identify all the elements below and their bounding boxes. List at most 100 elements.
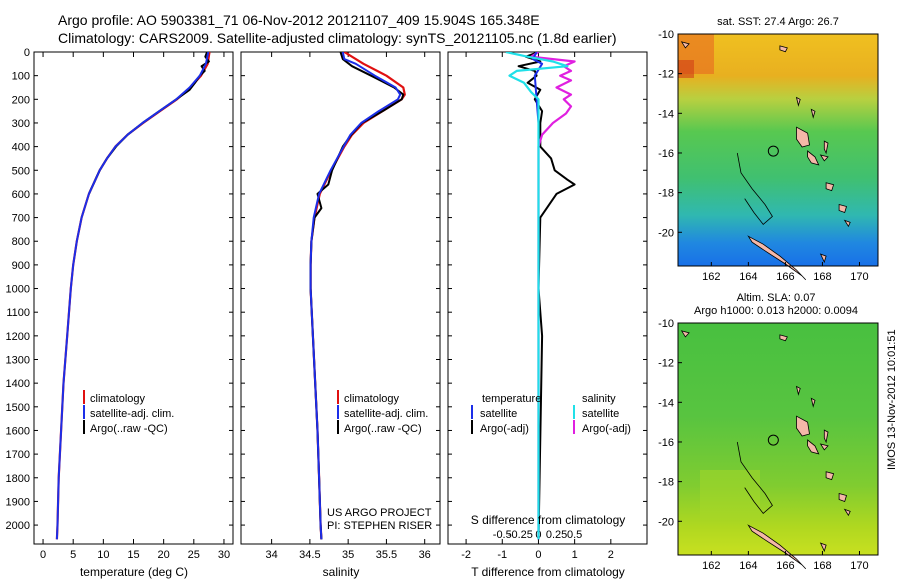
temperature-panel: 0100200300400500600700800900100011001200…	[6, 47, 234, 579]
sla-patch	[700, 470, 760, 520]
project-annotation: US ARGO PROJECT	[327, 507, 432, 519]
x-tick-label: 1	[572, 549, 578, 561]
lat-tick-label: -10	[658, 318, 674, 330]
lat-tick-label: -18	[658, 188, 674, 200]
series-s-argo-adj	[530, 52, 576, 540]
y-tick-label: 1200	[6, 331, 30, 343]
difference-panel: -2 -1 0 1 2-0.5-0.25 0 0.25 0.5 T difference fr…	[447, 51, 648, 579]
lon-tick-label: 162	[702, 271, 720, 283]
y-tick-label: 200	[12, 94, 30, 106]
island-torres	[795, 96, 801, 107]
lat-tick-label: -12	[658, 358, 674, 370]
series-t-argo-adj	[517, 52, 576, 540]
sst-map-axes: 162 164 166 168 170 -10 -12 -14 -16 -18 -20	[658, 29, 869, 283]
island-pentecost	[823, 140, 829, 155]
series-s-satellite	[505, 52, 569, 540]
y-tick-label: 500	[12, 165, 30, 177]
y-tick-label: 1000	[6, 284, 30, 296]
island-banks	[810, 108, 816, 119]
lat-tick-label: -16	[658, 148, 674, 160]
temperature-x-axis: 0 5 10 15 20 25 30	[40, 52, 230, 561]
lon-tick-label: 164	[739, 560, 757, 572]
island-torres	[795, 385, 801, 396]
s-tick-label: 0.5	[567, 529, 582, 541]
lat-tick-label: -16	[658, 437, 674, 449]
legend-argo: Argo(..raw -QC)	[90, 423, 168, 435]
x-tick-label: 36	[419, 549, 431, 561]
temperature-lines	[55, 52, 211, 540]
y-tick-label: 100	[12, 71, 30, 83]
s-tick-label: 0.25	[546, 529, 567, 541]
temperature-legend: climatology satellite-adj. clim. Argo(..…	[83, 390, 174, 435]
x-tick-label: -2	[461, 549, 471, 561]
y-tick-label: 1600	[6, 425, 30, 437]
lon-tick-label: 166	[776, 271, 794, 283]
x-tick-label: 35	[342, 549, 354, 561]
salinity-y-ticks	[241, 51, 440, 526]
island-banks	[810, 397, 816, 408]
island-santa-cruz	[779, 45, 788, 53]
lat-tick-label: -20	[658, 227, 674, 239]
salinity-frame	[240, 51, 441, 545]
island-erromango	[838, 203, 848, 214]
lat-tick-label: -10	[658, 29, 674, 41]
island-malekula	[807, 150, 820, 166]
y-tick-label: 1700	[6, 449, 30, 461]
lon-tick-label: 162	[702, 560, 720, 572]
sst-map-title: sat. SST: 27.4 Argo: 26.7	[717, 16, 839, 28]
salinity-lines	[309, 52, 406, 540]
y-tick-label: 1400	[6, 378, 30, 390]
figure-title-line2: Climatology: CARS2009. Satellite-adjuste…	[58, 30, 617, 46]
legend-climatology: climatology	[90, 393, 146, 405]
sla-map-title: Altim. SLA: 0.07	[737, 292, 816, 304]
salinity-panel: 34 34.5 35 35.5 36 salinity climatology sate…	[240, 51, 441, 579]
sst-map-frame	[677, 33, 879, 267]
sla-map-panel: Altim. SLA: 0.07 Argo h1000: 0.013 h2000…	[658, 292, 879, 572]
lon-tick-label: 170	[850, 560, 868, 572]
x-tick-label: 25	[188, 549, 200, 561]
lon-tick-label: 166	[776, 560, 794, 572]
lon-tick-label: 168	[813, 560, 831, 572]
pi-annotation: PI: STEPHEN RISER	[327, 520, 432, 532]
t-diff-x-label: T difference from climatology	[471, 565, 625, 579]
island-espiritu-santo	[796, 415, 810, 437]
sst-map-panel: sat. SST: 27.4 Argo: 26.7 162 164 166 168 17…	[658, 16, 879, 283]
salinity-x-axis: 34 34.5 35 35.5 36	[265, 52, 431, 561]
x-tick-label: -1	[497, 549, 507, 561]
island-ambrym	[819, 154, 829, 162]
depth-axis: 0 100 200 300 400 500 600 700 800 900 1000 1100 1200…	[6, 47, 233, 532]
difference-lines	[505, 52, 576, 540]
lon-tick-label: 164	[739, 271, 757, 283]
temperature-x-label: temperature (deg C)	[80, 565, 188, 579]
lat-tick-label: -12	[658, 69, 674, 81]
y-tick-label: 900	[12, 260, 30, 272]
sst-hot-patch	[678, 60, 694, 78]
s-tick-label: -0.25	[508, 529, 533, 541]
lat-tick-label: -18	[658, 477, 674, 489]
y-tick-label: 1900	[6, 496, 30, 508]
argo-location-marker	[767, 145, 779, 157]
difference-x-axis: -2 -1 0 1 2-0.5-0.25 0 0.25 0.5	[461, 52, 614, 561]
difference-legend: temperature salinity satellite Argo(-adj…	[471, 393, 631, 435]
y-tick-label: 800	[12, 236, 30, 248]
y-tick-label: 0	[24, 47, 30, 59]
legend-argo: Argo(..raw -QC)	[344, 423, 422, 435]
lon-tick-label: 168	[813, 271, 831, 283]
legend-s-argo: Argo(-adj)	[582, 423, 631, 435]
island-efate	[825, 182, 835, 192]
x-tick-label: 35.5	[376, 549, 397, 561]
difference-frame	[447, 51, 648, 545]
coastline	[680, 41, 851, 281]
x-tick-label: 15	[127, 549, 139, 561]
sla-map-frame	[677, 322, 879, 556]
lat-tick-label: -14	[658, 108, 674, 120]
legend-satellite: satellite-adj. clim.	[90, 408, 174, 420]
legend-t-satellite: satellite	[480, 408, 517, 420]
series-satellite-adj-clim	[309, 52, 402, 540]
reef-outline	[736, 152, 773, 225]
legend-s-satellite: satellite	[582, 408, 619, 420]
argo-location-marker	[767, 434, 779, 446]
y-tick-label: 700	[12, 213, 30, 225]
y-tick-label: 1800	[6, 473, 30, 485]
